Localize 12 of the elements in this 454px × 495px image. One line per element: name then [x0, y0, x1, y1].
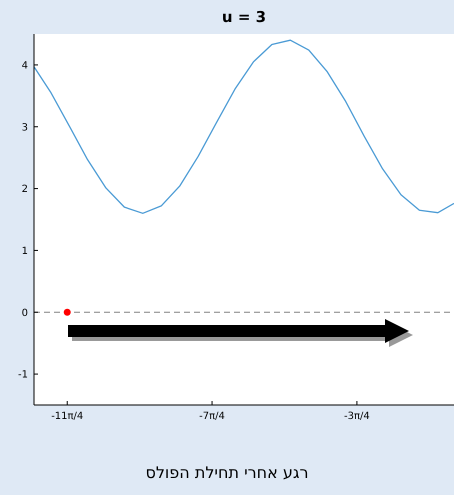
y-tick-label: 0 [22, 308, 28, 319]
y-tick-label: 3 [22, 122, 28, 134]
y-tick-label: 4 [22, 60, 28, 72]
text: רגע אחרי תחילת הפולס [145, 463, 309, 482]
x-tick-label: -11π/4 [51, 411, 84, 422]
y-tick-label: 2 [22, 184, 28, 196]
y-tick-label: -1 [18, 370, 28, 381]
chart-title: u = 3 [222, 8, 266, 26]
line-series [33, 40, 454, 214]
y-tick-label: 1 [22, 246, 28, 257]
x-tick-label: -7π/4 [199, 411, 225, 422]
x-tick-label: -3π/4 [344, 411, 370, 422]
